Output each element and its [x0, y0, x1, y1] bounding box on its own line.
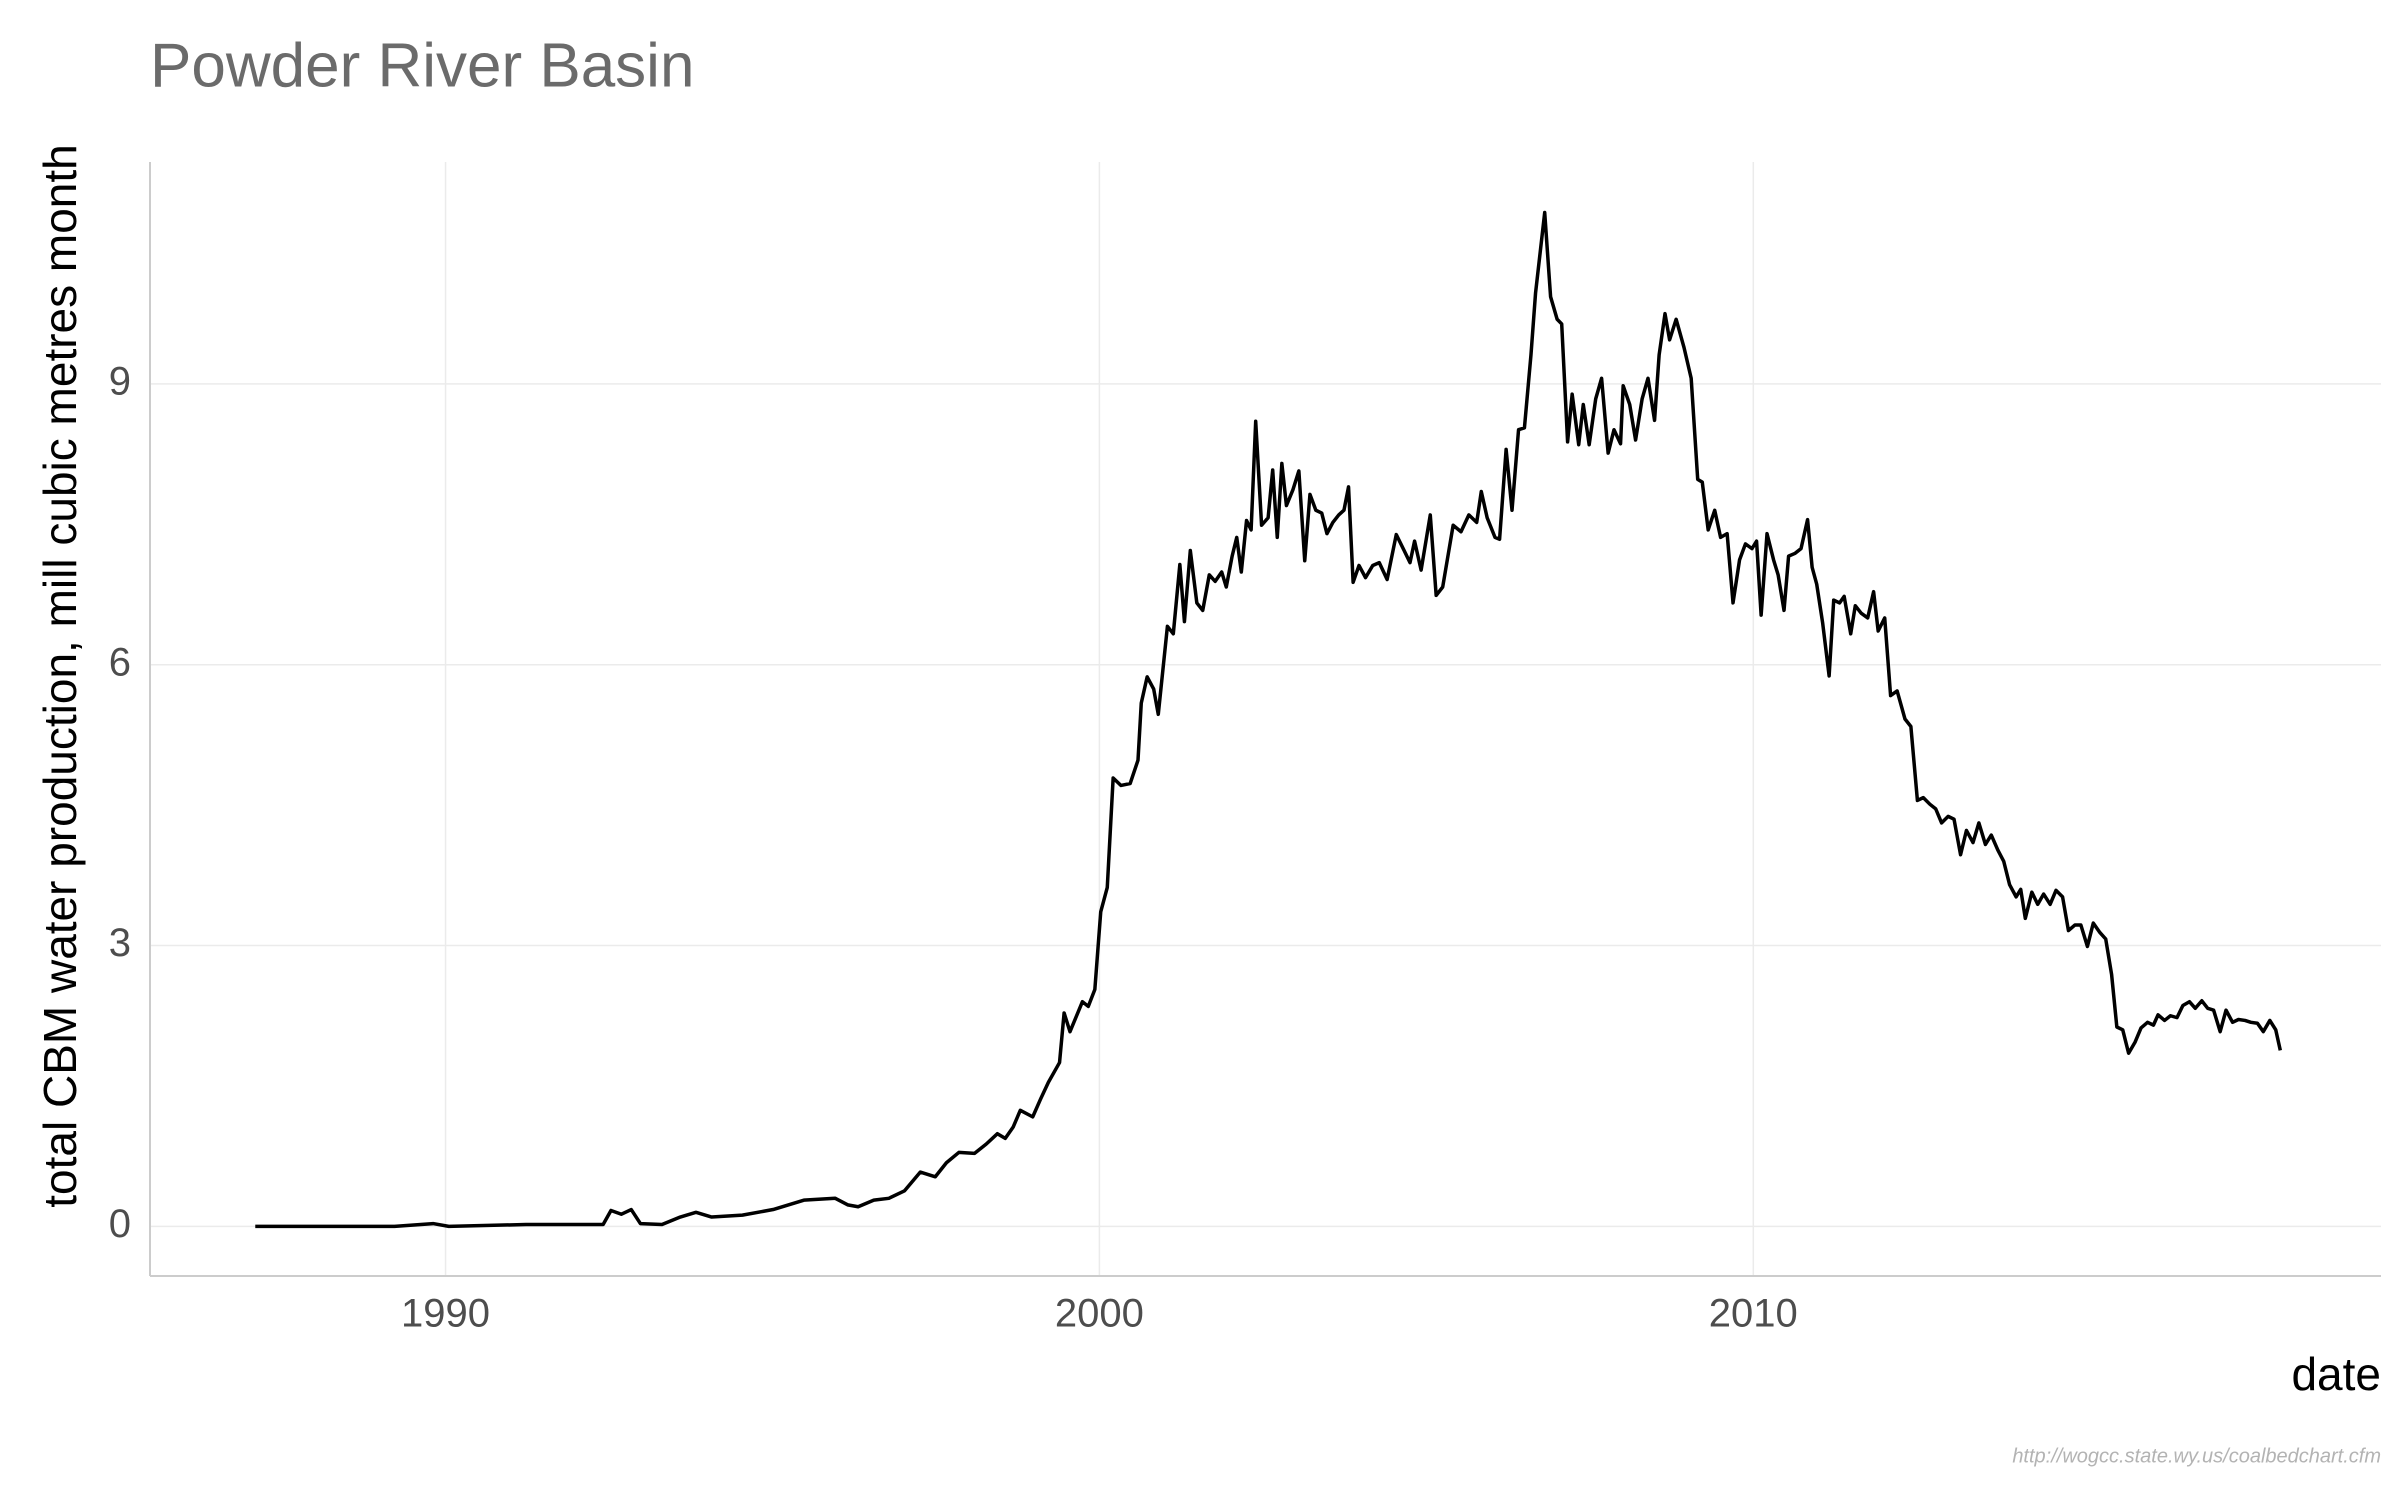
chart-title: Powder River Basin [150, 31, 694, 100]
y-tick-label: 9 [109, 359, 131, 403]
data-line [255, 210, 2283, 1229]
y-tick-label: 3 [109, 921, 131, 965]
x-tick-label: 1990 [401, 1292, 490, 1336]
x-axis-label: date [2291, 1348, 2381, 1400]
x-tick-label: 2000 [1055, 1292, 1144, 1336]
caption: http://wogcc.state.wy.us/coalbedchart.cf… [2012, 1445, 2381, 1467]
x-tick-label: 2010 [1709, 1292, 1798, 1336]
y-tick-label: 6 [109, 640, 131, 684]
y-tick-label: 0 [109, 1202, 131, 1246]
y-axis-label: total CBM water production, mill cubic m… [34, 144, 86, 1208]
